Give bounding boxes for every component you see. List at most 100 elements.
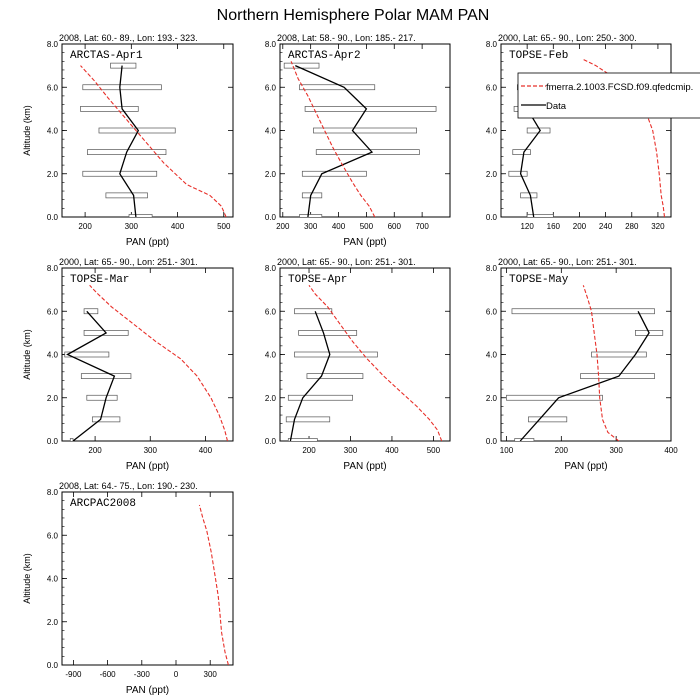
x-tick-label: 500 [360, 222, 374, 231]
range-box [299, 214, 323, 217]
range-box [287, 394, 353, 401]
x-tick-label: 300 [609, 446, 623, 455]
x-tick-label: 200 [302, 446, 316, 455]
x-tick-label: -300 [134, 670, 151, 679]
range-box [283, 62, 320, 69]
x-tick-label: 200 [88, 446, 102, 455]
data-series-line [519, 311, 650, 441]
x-tick-label: 120 [520, 222, 534, 231]
legend-data-label: Data [546, 101, 567, 112]
campaign-label: TOPSE-Mar [70, 274, 129, 286]
range-box [83, 308, 99, 315]
x-tick-label: 200 [276, 222, 290, 231]
panel-subtitle: 2008, Lat: 64.- 75., Lon: 190.- 230. [59, 481, 198, 491]
x-tick-label: 300 [144, 446, 158, 455]
range-box [528, 416, 568, 423]
x-tick-label: 300 [204, 670, 218, 679]
x-axis-label: PAN (ppt) [343, 461, 386, 472]
y-tick-label: 6.0 [486, 83, 498, 92]
y-tick-label: 6.0 [486, 307, 498, 316]
x-tick-label: 400 [385, 446, 399, 455]
range-box [304, 106, 437, 112]
range-box [301, 170, 367, 177]
y-tick-label: 6.0 [265, 83, 277, 92]
y-tick-label: 4.0 [265, 127, 277, 136]
data-series-line [289, 311, 331, 441]
legend-model-label: fmerra.2.1003.FCSD.f09.qfedcmip. [546, 82, 693, 93]
x-tick-label: 200 [555, 446, 569, 455]
x-axis-label: PAN (ppt) [126, 461, 169, 472]
y-tick-label: 0.0 [47, 661, 59, 670]
data-series-line [295, 65, 374, 217]
model-series-line [198, 504, 229, 665]
y-tick-label: 4.0 [47, 575, 59, 584]
x-tick-label: 500 [217, 222, 231, 231]
range-box [64, 351, 110, 358]
x-tick-label: -900 [65, 670, 82, 679]
legend: fmerra.2.1003.FCSD.f09.qfedcmip. Data [517, 72, 700, 119]
chart-panel-7: 2008, Lat: 64.- 75., Lon: 190.- 230. 0.0 2… [22, 481, 234, 696]
model-series-line [89, 284, 229, 441]
y-tick-label: 0.0 [486, 213, 498, 222]
plot-data [80, 62, 227, 217]
y-tick-label: 2.0 [47, 618, 59, 627]
model-series-line [290, 61, 376, 217]
range-box [298, 330, 358, 336]
y-tick-label: 4.0 [486, 127, 498, 136]
x-tick-label: 200 [78, 222, 92, 231]
x-tick-label: 300 [344, 446, 358, 455]
range-box [91, 416, 121, 423]
y-tick-label: 8.0 [486, 264, 498, 273]
y-tick-label: 4.0 [265, 351, 277, 360]
y-tick-label: 8.0 [47, 488, 59, 497]
x-tick-label: 200 [573, 222, 587, 231]
plot-frame [500, 43, 672, 218]
y-tick-label: 0.0 [265, 213, 277, 222]
x-tick-label: 280 [625, 222, 639, 231]
x-tick-label: 700 [415, 222, 429, 231]
x-tick-label: 100 [500, 446, 514, 455]
range-box [80, 373, 132, 379]
y-tick-label: 0.0 [265, 437, 277, 446]
range-box [82, 84, 162, 91]
range-box [128, 214, 153, 217]
y-tick-label: 6.0 [47, 531, 59, 540]
panel-subtitle: 2008, Lat: 60.- 89., Lon: 193.- 323. [59, 33, 198, 43]
x-axis-label: PAN (ppt) [564, 461, 607, 472]
y-axis-label: Altitude (km) [22, 105, 32, 156]
plot-frame [61, 491, 234, 666]
campaign-label: ARCTAS-Apr2 [288, 50, 361, 62]
x-tick-label: 320 [651, 222, 665, 231]
y-tick-label: 6.0 [265, 307, 277, 316]
y-tick-label: 8.0 [486, 40, 498, 49]
y-tick-label: 2.0 [265, 394, 277, 403]
campaign-label: ARCTAS-Apr1 [70, 50, 143, 62]
range-box [511, 308, 655, 315]
y-tick-label: 0.0 [47, 437, 59, 446]
x-axis-label: PAN (ppt) [126, 237, 169, 248]
x-axis-label: PAN (ppt) [126, 685, 169, 696]
data-series-line [119, 65, 140, 217]
y-tick-label: 4.0 [47, 351, 59, 360]
range-box [514, 438, 535, 441]
y-axis-label: Altitude (km) [22, 553, 32, 604]
y-tick-label: 4.0 [47, 127, 59, 136]
panel-subtitle: 2000, Lat: 65.- 90., Lon: 250.- 300. [498, 33, 637, 43]
model-series-line [582, 285, 620, 441]
range-box [520, 192, 538, 199]
campaign-label: TOPSE-Apr [288, 274, 347, 286]
range-box [508, 170, 528, 177]
plot-data [198, 504, 229, 665]
x-tick-label: 400 [332, 222, 346, 231]
y-tick-label: 8.0 [265, 264, 277, 273]
y-tick-label: 6.0 [47, 307, 59, 316]
y-axis-label: Altitude (km) [22, 329, 32, 380]
range-box [306, 373, 364, 379]
x-tick-label: -600 [100, 670, 117, 679]
y-tick-label: 2.0 [47, 394, 59, 403]
range-box [285, 416, 331, 423]
plot-data [506, 285, 664, 441]
y-tick-label: 8.0 [265, 40, 277, 49]
x-tick-label: 300 [125, 222, 139, 231]
